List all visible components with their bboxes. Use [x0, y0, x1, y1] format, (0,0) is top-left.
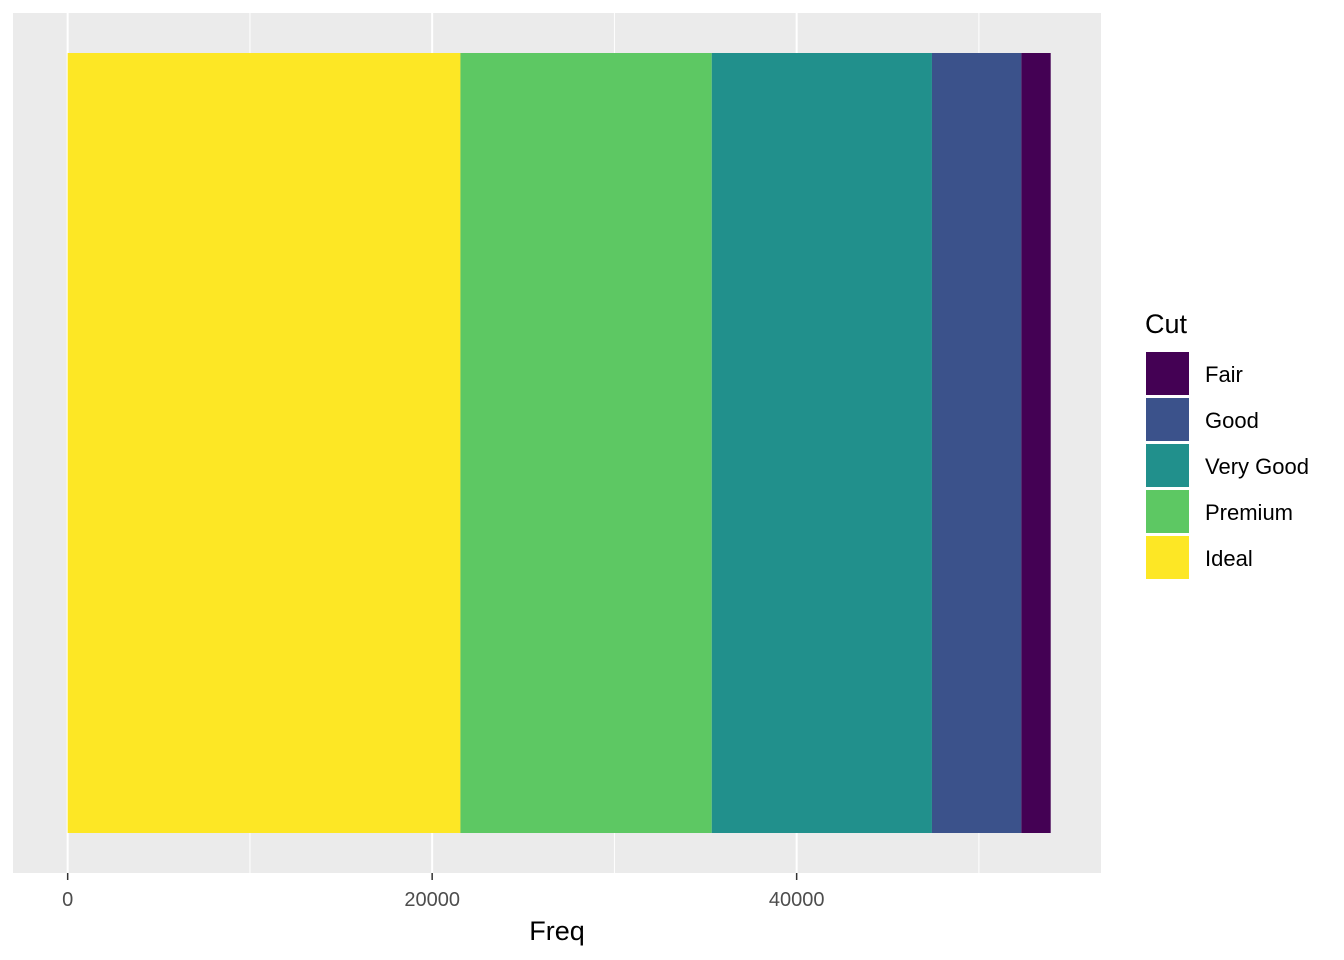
legend-title: Cut	[1145, 309, 1188, 339]
legend: Cut Fair Good Very Good Premium Ideal	[1145, 309, 1309, 579]
x-tick-label: 0	[62, 889, 73, 911]
legend-label: Ideal	[1205, 546, 1253, 571]
bar-stack	[67, 53, 1051, 833]
legend-items: Fair Good Very Good Premium Ideal	[1146, 352, 1309, 579]
x-tick-label: 40000	[769, 889, 825, 911]
legend-key-fair	[1146, 352, 1189, 395]
bar-segment-fair	[1021, 53, 1051, 833]
x-tick-label: 20000	[404, 889, 460, 911]
bar-segment-premium	[460, 53, 712, 833]
legend-key-good	[1146, 398, 1189, 441]
legend-label: Premium	[1205, 500, 1293, 525]
bar-segment-very-good	[711, 53, 932, 833]
legend-label: Fair	[1205, 362, 1243, 387]
legend-key-very-good	[1146, 444, 1189, 487]
x-axis: 0 20000 40000	[62, 873, 824, 911]
legend-key-premium	[1146, 490, 1189, 533]
bar-segment-good	[931, 53, 1022, 833]
legend-key-ideal	[1146, 536, 1189, 579]
bar-segment-ideal	[67, 53, 461, 833]
legend-label: Good	[1205, 408, 1259, 433]
legend-label: Very Good	[1205, 454, 1309, 479]
x-axis-title: Freq	[529, 916, 585, 946]
